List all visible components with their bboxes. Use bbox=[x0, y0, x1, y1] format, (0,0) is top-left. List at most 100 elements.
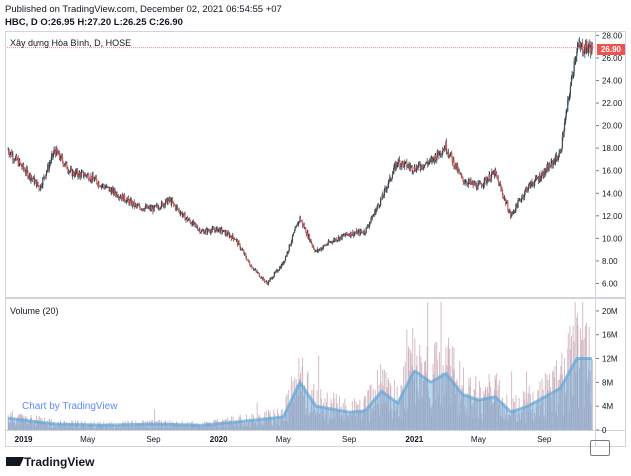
volume-bar bbox=[490, 386, 492, 430]
volume-bar bbox=[523, 399, 525, 430]
candle-body bbox=[116, 192, 118, 197]
volume-bar bbox=[318, 413, 320, 430]
volume-tick-label: 0 bbox=[602, 426, 607, 435]
volume-bar bbox=[542, 389, 544, 430]
candle-body bbox=[344, 234, 346, 236]
volume-bar bbox=[102, 423, 104, 430]
volume-bar bbox=[118, 424, 120, 430]
candle-body bbox=[223, 230, 225, 231]
candle-body bbox=[60, 155, 62, 161]
volume-bar bbox=[296, 392, 298, 430]
volume-bar bbox=[502, 418, 504, 430]
candle-body bbox=[462, 179, 465, 183]
volume-bar bbox=[577, 325, 579, 430]
volume-bar bbox=[395, 405, 397, 430]
volume-bar bbox=[434, 342, 436, 430]
volume-bar bbox=[319, 414, 321, 430]
volume-bar bbox=[437, 393, 439, 430]
volume-bar bbox=[561, 374, 563, 430]
camera-icon[interactable] bbox=[590, 440, 610, 456]
volume-bar bbox=[58, 424, 60, 430]
price-tick-label: 10.00 bbox=[602, 234, 623, 243]
volume-bar bbox=[422, 380, 424, 430]
candle-body bbox=[262, 277, 265, 280]
candle-body bbox=[475, 183, 477, 189]
volume-bar bbox=[88, 425, 90, 430]
volume-bar bbox=[371, 414, 373, 430]
candle-body bbox=[90, 176, 93, 181]
candle-body bbox=[29, 173, 32, 181]
candle-body bbox=[88, 174, 90, 180]
candle-body bbox=[578, 42, 581, 46]
volume-axis[interactable] bbox=[596, 298, 626, 431]
volume-bar bbox=[370, 384, 372, 430]
volume-bar bbox=[505, 414, 507, 430]
volume-bar bbox=[144, 425, 146, 430]
candle-body bbox=[225, 231, 227, 235]
candle-body bbox=[101, 185, 103, 186]
volume-bar bbox=[557, 380, 559, 430]
candle-body bbox=[382, 194, 384, 197]
candle-body bbox=[548, 164, 550, 171]
volume-bar bbox=[331, 403, 333, 430]
price-chart-panel[interactable] bbox=[5, 31, 596, 298]
volume-bar bbox=[444, 375, 446, 430]
candle-body bbox=[299, 216, 302, 221]
candle-body bbox=[210, 230, 212, 234]
volume-bar bbox=[94, 428, 96, 430]
candle-body bbox=[570, 76, 573, 86]
candle-body bbox=[58, 151, 60, 158]
volume-bar bbox=[445, 391, 447, 430]
candle-body bbox=[450, 152, 452, 155]
volume-bar bbox=[255, 422, 257, 430]
candle-body bbox=[471, 182, 473, 184]
volume-bar bbox=[553, 377, 555, 430]
volume-bar bbox=[194, 423, 196, 430]
time-axis[interactable] bbox=[5, 431, 596, 447]
volume-bar bbox=[58, 422, 60, 430]
candle-body bbox=[472, 181, 474, 186]
volume-bar bbox=[552, 370, 554, 430]
candle-body bbox=[467, 181, 469, 185]
candle-body bbox=[61, 156, 64, 162]
candle-body bbox=[12, 154, 14, 160]
candle-body bbox=[257, 272, 259, 274]
candle-body bbox=[460, 174, 462, 177]
price-axis[interactable] bbox=[596, 31, 626, 298]
volume-bar bbox=[483, 394, 485, 430]
candle-body bbox=[189, 221, 191, 224]
candle-body bbox=[141, 209, 143, 210]
volume-bar bbox=[299, 372, 301, 430]
candle-body bbox=[588, 43, 590, 48]
volume-bar bbox=[19, 425, 21, 430]
volume-bar bbox=[399, 396, 401, 430]
candle-body bbox=[365, 227, 367, 233]
volume-bar bbox=[304, 385, 306, 430]
volume-legend: Volume (20) bbox=[10, 306, 59, 316]
volume-bar bbox=[443, 394, 445, 430]
volume-bar bbox=[273, 409, 275, 430]
volume-bar bbox=[484, 386, 486, 430]
candle-body bbox=[56, 148, 58, 153]
volume-bar bbox=[73, 426, 75, 430]
candle-body bbox=[344, 235, 346, 237]
volume-bar bbox=[591, 359, 593, 430]
candle-body bbox=[587, 47, 590, 52]
candle-body bbox=[150, 207, 152, 210]
volume-bar bbox=[568, 410, 570, 430]
candle-body bbox=[511, 211, 513, 215]
volume-bar bbox=[20, 415, 22, 430]
candle-body bbox=[109, 187, 111, 191]
candle-body bbox=[80, 172, 82, 178]
candle-body bbox=[52, 153, 55, 157]
volume-bar bbox=[210, 422, 212, 430]
candle-body bbox=[244, 252, 246, 255]
volume-bar bbox=[372, 388, 374, 430]
candle-body bbox=[132, 201, 134, 206]
candle-body bbox=[24, 169, 26, 173]
volume-bar bbox=[492, 402, 494, 430]
candle-body bbox=[497, 178, 499, 181]
candle-body bbox=[45, 174, 47, 178]
volume-bar bbox=[392, 401, 394, 430]
volume-bar bbox=[185, 426, 187, 430]
